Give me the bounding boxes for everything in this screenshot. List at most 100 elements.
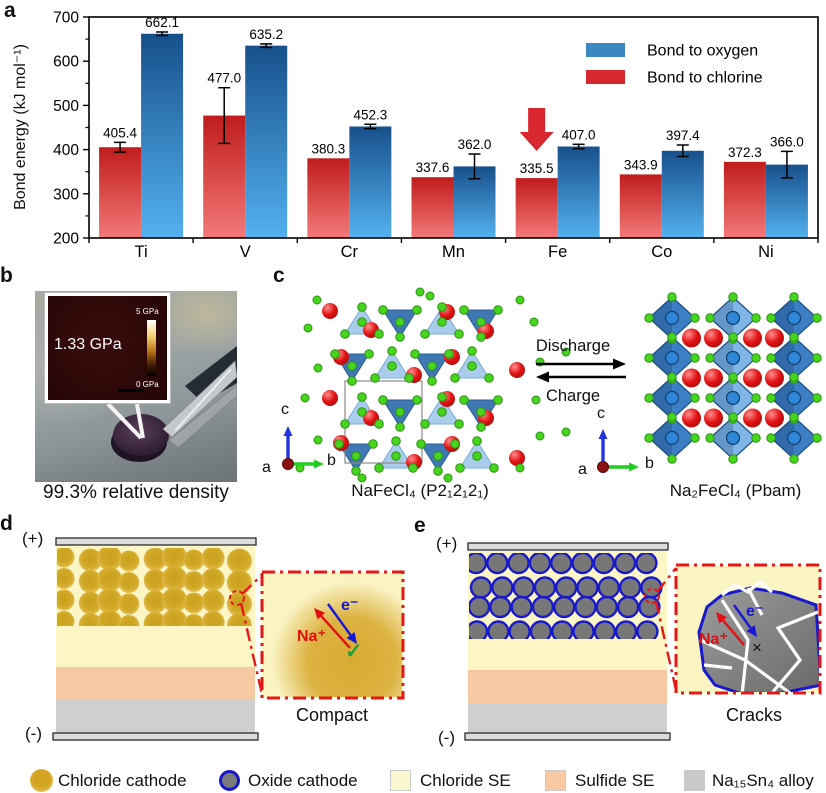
- cl-atom: [728, 372, 738, 382]
- value-label: 397.4: [666, 128, 700, 143]
- octahedron-facet: [649, 337, 672, 379]
- cl-atom: [667, 332, 677, 342]
- cl-atom: [395, 332, 405, 342]
- x-tick-label-Ti: Ti: [135, 243, 148, 261]
- oxide-particle: [636, 620, 659, 639]
- octahedron-facet: [710, 337, 733, 379]
- cl-atom: [789, 412, 799, 422]
- cl-atom: [690, 433, 700, 443]
- x-tick-label-V: V: [240, 243, 251, 261]
- oxide-particle: [550, 553, 573, 575]
- oxide-particle: [507, 553, 530, 575]
- callout-line-left: [106, 402, 143, 440]
- cl-atom: [450, 373, 460, 383]
- chloride-se-swatch-icon: [390, 770, 411, 791]
- cl-atom: [404, 373, 414, 383]
- oxide-cathode-particles: [469, 553, 663, 639]
- current-collector-top: [55, 537, 257, 546]
- cl-atom: [415, 287, 425, 297]
- fe-atom: [725, 390, 741, 406]
- positive-electrode-label-e: (+): [436, 534, 458, 553]
- value-label: 635.2: [249, 27, 283, 42]
- chloride-particle: [226, 570, 252, 595]
- cl-atom: [412, 305, 422, 315]
- na-flow-arrow-d-head: [314, 608, 326, 620]
- legend-oxygen-swatch-icon: [586, 43, 625, 57]
- cl-atom: [472, 451, 482, 461]
- legend-chloride-cathode: Chloride cathode: [58, 771, 187, 790]
- oxide-particle: [512, 576, 535, 599]
- cl-atom: [515, 295, 525, 305]
- octahedron-facet: [771, 337, 794, 379]
- axis-c-label-left: c: [281, 401, 289, 418]
- cl-atom: [416, 439, 426, 449]
- y-tick-label: 500: [53, 98, 79, 115]
- oxide-particle: [469, 620, 489, 639]
- chloride-particle: [201, 589, 225, 613]
- octahedron-facet: [710, 377, 733, 419]
- axis-b-label-left: b: [327, 452, 336, 469]
- chloride-particle: [97, 548, 123, 571]
- callout-line: [654, 600, 678, 691]
- cl-atom: [529, 317, 539, 327]
- current-collector-top: [467, 542, 669, 551]
- b-axis-arrow-head: [314, 459, 324, 469]
- pellet-photo: 1.33 GPa 5 GPa 0 GPa: [35, 291, 237, 482]
- crack-line: [720, 599, 750, 692]
- crack-line: [703, 663, 733, 670]
- cl-atom: [412, 395, 422, 405]
- oxide-particle: [469, 595, 491, 619]
- x-tick-label-Fe: Fe: [548, 243, 567, 261]
- cl-atom: [378, 395, 388, 405]
- afm-modulus-inset: 1.33 GPa 5 GPa 0 GPa: [45, 293, 170, 403]
- chloride-particle: [78, 570, 102, 593]
- chloride-particle: [78, 591, 102, 615]
- callout-line: [656, 567, 677, 593]
- value-label: 335.5: [520, 161, 554, 176]
- colorbar-max-label: 5 GPa: [136, 307, 159, 316]
- cl-atom: [450, 439, 460, 449]
- oxide-particle: [571, 553, 594, 575]
- cl-atom: [766, 433, 776, 443]
- value-label: 372.3: [728, 145, 762, 160]
- cl-atom: [766, 313, 776, 323]
- electron-flow-arrow-e: [733, 604, 752, 629]
- alloy-layer: [56, 700, 255, 733]
- oxide-particle: [469, 553, 488, 575]
- cl-atom: [728, 412, 738, 422]
- cl-atom: [766, 353, 776, 363]
- cl-atom: [387, 346, 397, 356]
- oxide-particle: [489, 595, 512, 619]
- fe-atom: [664, 350, 680, 366]
- cracks-label: Cracks: [725, 705, 782, 725]
- cl-atom: [690, 353, 700, 363]
- current-collector-bottom: [52, 732, 259, 741]
- chloride-particle: [143, 590, 167, 614]
- check-mark: ✓: [345, 640, 363, 663]
- cl-atom: [644, 433, 654, 443]
- crack-line: [746, 587, 764, 616]
- oxide-particle: [555, 576, 578, 599]
- cl-atom: [351, 466, 361, 476]
- chloride-particle: [201, 611, 225, 626]
- chloride-particle: [162, 548, 187, 570]
- na-atom: [322, 303, 338, 319]
- electron-flow-arrow-d-head: [346, 632, 357, 644]
- cl-atom: [433, 451, 443, 461]
- crack-line: [721, 579, 774, 597]
- cl-atom: [334, 439, 344, 449]
- octahedron-facet: [710, 297, 733, 339]
- cl-atom: [667, 412, 677, 422]
- chloride-particle: [57, 548, 75, 568]
- octahedron-facet: [649, 377, 672, 419]
- cl-atom: [357, 407, 367, 417]
- cl-atom: [340, 419, 350, 429]
- cl-atom: [420, 419, 430, 429]
- chloride-cathode-particles: [57, 548, 252, 626]
- cross-mark: ×: [752, 638, 762, 657]
- cl-atom: [690, 313, 700, 323]
- cl-atom: [420, 329, 430, 339]
- axis-a-label-left: a: [262, 459, 271, 476]
- cl-atom: [425, 291, 435, 301]
- oxide-particle: [508, 620, 531, 639]
